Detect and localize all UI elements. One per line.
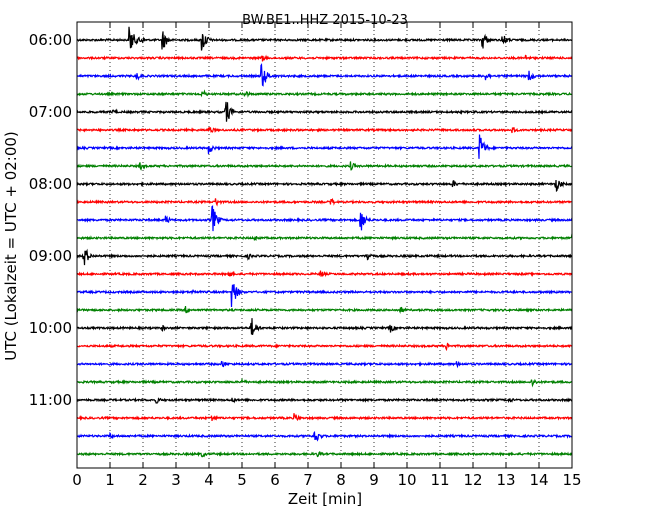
- x-tick-label: 14: [529, 471, 548, 489]
- trace-line-0845: [76, 233, 573, 241]
- trace-line-0800: [76, 179, 573, 193]
- y-tick-label: 06:00: [29, 31, 72, 49]
- x-tick-label: 15: [562, 471, 581, 489]
- x-tick-label: 1: [105, 471, 115, 489]
- trace-line-0630: [76, 63, 573, 87]
- trace-line-1000: [76, 318, 573, 336]
- x-tick-label: 4: [204, 471, 214, 489]
- trace-line-1115: [76, 413, 573, 422]
- plot-area-frame: [76, 21, 573, 469]
- x-tick-label: 10: [397, 471, 416, 489]
- x-tick-label: 3: [171, 471, 181, 489]
- trace-line-0900: [76, 248, 573, 266]
- trace-lines: [76, 26, 573, 458]
- y-axis-ticks: 06:00 07:00 08:00 09:00 10:00 11:00: [29, 31, 572, 409]
- trace-line-0815: [76, 198, 573, 207]
- x-tick-label: 2: [138, 471, 148, 489]
- trace-line-0615: [76, 54, 573, 62]
- x-tick-label: 7: [303, 471, 313, 489]
- trace-line-1145: [76, 451, 573, 458]
- trace-line-0745: [76, 161, 573, 171]
- x-axis-label: Zeit [min]: [288, 490, 362, 508]
- y-tick-label: 08:00: [29, 175, 72, 193]
- trace-line-0945: [76, 306, 573, 315]
- x-axis-ticks: 0 1 2 3 4 5 6 7 8 9 10 11 12 13 14 15: [72, 22, 582, 489]
- y-tick-label: 07:00: [29, 103, 72, 121]
- trace-line-0645: [76, 89, 572, 98]
- x-tick-label: 11: [430, 471, 449, 489]
- trace-line-0600: [76, 26, 573, 51]
- trace-line-0830: [76, 205, 573, 232]
- trace-line-1015: [76, 342, 573, 352]
- x-tick-label: 12: [463, 471, 482, 489]
- trace-line-0730: [76, 134, 573, 159]
- trace-line-0915: [76, 270, 573, 278]
- x-tick-label: 6: [270, 471, 280, 489]
- x-tick-label: 13: [496, 471, 515, 489]
- x-tick-label: 5: [237, 471, 247, 489]
- trace-line-0715: [76, 127, 573, 134]
- trace-line-0930: [76, 284, 573, 308]
- y-tick-label: 09:00: [29, 247, 72, 265]
- y-axis-label: UTC (Lokalzeit = UTC + 02:00): [2, 131, 20, 361]
- x-tick-label: 9: [369, 471, 379, 489]
- trace-line-1045: [76, 377, 573, 388]
- trace-line-1130: [76, 430, 573, 442]
- x-tick-label: 8: [336, 471, 346, 489]
- y-tick-label: 10:00: [29, 319, 72, 337]
- x-tick-label: 0: [72, 471, 82, 489]
- y-tick-label: 11:00: [29, 391, 72, 409]
- trace-line-1030: [76, 360, 573, 369]
- trace-line-1100: [76, 396, 573, 404]
- trace-line-0700: [76, 101, 573, 122]
- chart-title: BW.BE1..HHZ 2015-10-23: [242, 13, 408, 28]
